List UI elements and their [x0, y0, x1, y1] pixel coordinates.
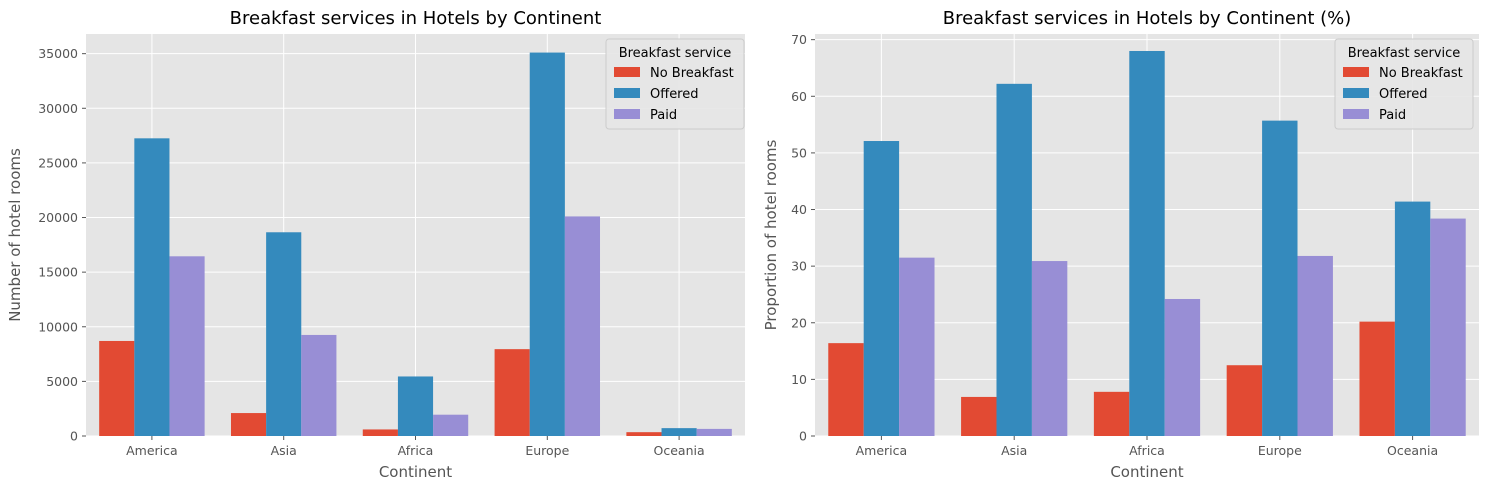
- y-tick-label: 20: [791, 315, 807, 330]
- legend: Breakfast service No Breakfast Offered Paid: [1334, 38, 1474, 130]
- bar-offered: [1262, 120, 1298, 436]
- legend-title: Breakfast service: [1348, 46, 1461, 61]
- y-tick-label: 0: [70, 429, 78, 444]
- legend-entry-label: Offered: [650, 87, 699, 102]
- y-axis-label: Number of hotel rooms: [6, 148, 24, 322]
- y-tick-label: 70: [791, 32, 807, 47]
- bar-offered: [1394, 201, 1431, 436]
- bar-offered: [1129, 50, 1165, 437]
- bar-offered: [397, 376, 434, 436]
- x-tick-label: Asia: [1001, 443, 1027, 458]
- legend-swatch: [614, 67, 640, 77]
- x-tick-label: America: [126, 443, 178, 458]
- bar-no-breakfast: [1093, 391, 1130, 436]
- x-tick-label: Africa: [1129, 443, 1165, 458]
- y-axis-label: Proportion of hotel rooms: [762, 139, 780, 330]
- x-tick-label: Africa: [398, 443, 434, 458]
- y-tick-label: 30000: [38, 101, 78, 116]
- x-axis-label: Continent: [379, 463, 452, 481]
- bar-paid: [1297, 255, 1333, 436]
- legend: Breakfast service No Breakfast Offered Paid: [605, 38, 745, 130]
- bar-no-breakfast: [230, 413, 267, 436]
- y-tick-label: 50: [791, 145, 807, 160]
- x-axis-label: Continent: [1110, 463, 1183, 481]
- bar-no-breakfast: [1359, 321, 1395, 436]
- x-tick-label: Oceania: [1387, 443, 1438, 458]
- legend-title: Breakfast service: [619, 46, 732, 61]
- bar-no-breakfast: [99, 340, 135, 436]
- y-tick-label: 15000: [38, 265, 78, 280]
- chart-2: 0 10 20 30 40 50 60 70 America Asia Africa Europe Oc…: [762, 8, 1479, 481]
- y-tick-label: 10000: [38, 319, 78, 334]
- bar-paid: [696, 428, 732, 436]
- legend-box: [605, 38, 745, 130]
- x-tick-label: America: [856, 443, 908, 458]
- legend-swatch: [614, 88, 640, 98]
- legend-entry-label: No Breakfast: [1379, 66, 1463, 81]
- bar-no-breakfast: [626, 432, 662, 436]
- bar-no-breakfast: [828, 343, 864, 436]
- bar-offered: [863, 141, 900, 436]
- legend-entry-label: No Breakfast: [650, 66, 734, 81]
- chart-title: Breakfast services in Hotels by Continen…: [230, 8, 602, 29]
- y-tick-label: 0: [799, 429, 807, 444]
- x-tick-label: Oceania: [654, 443, 705, 458]
- y-tick-label: 30: [791, 259, 807, 274]
- x-tick-label: Europe: [1258, 443, 1302, 458]
- bar-paid: [899, 257, 935, 436]
- bar-no-breakfast: [362, 429, 398, 436]
- legend-box: [1334, 38, 1474, 130]
- bar-offered: [266, 232, 302, 436]
- legend-entry-label: Paid: [1379, 108, 1406, 123]
- legend-swatch: [1343, 109, 1369, 119]
- legend-swatch: [1343, 88, 1369, 98]
- x-tick-label: Europe: [525, 443, 569, 458]
- y-tick-label: 35000: [38, 46, 78, 61]
- y-tick-label: 5000: [46, 374, 78, 389]
- bar-offered: [529, 52, 565, 437]
- y-tick-label: 60: [791, 89, 807, 104]
- x-tick-label: Asia: [271, 443, 297, 458]
- bar-paid: [564, 216, 601, 436]
- chart-1: 0 5000 10000 15000 20000 25000 30000 35000 Ameri…: [6, 8, 745, 481]
- legend-entry-label: Paid: [650, 108, 677, 123]
- y-tick-label: 40: [791, 202, 807, 217]
- y-tick-label: 10: [791, 372, 807, 387]
- legend-swatch: [614, 109, 640, 119]
- y-tick-label: 20000: [38, 210, 78, 225]
- bar-paid: [301, 334, 337, 436]
- bar-paid: [169, 256, 205, 436]
- chart-title: Breakfast services in Hotels by Continen…: [943, 8, 1352, 29]
- y-tick-label: 25000: [38, 155, 78, 170]
- legend-swatch: [1343, 67, 1369, 77]
- bar-offered: [996, 83, 1032, 437]
- bar-no-breakfast: [961, 396, 997, 436]
- bar-paid: [1164, 298, 1201, 436]
- bar-paid: [433, 414, 469, 436]
- bar-offered: [661, 428, 697, 436]
- legend-entry-label: Offered: [1379, 87, 1428, 102]
- bar-no-breakfast: [494, 349, 530, 436]
- bar-offered: [134, 138, 170, 436]
- bar-paid: [1430, 218, 1466, 436]
- bar-paid: [1031, 261, 1068, 436]
- bar-no-breakfast: [1226, 365, 1263, 436]
